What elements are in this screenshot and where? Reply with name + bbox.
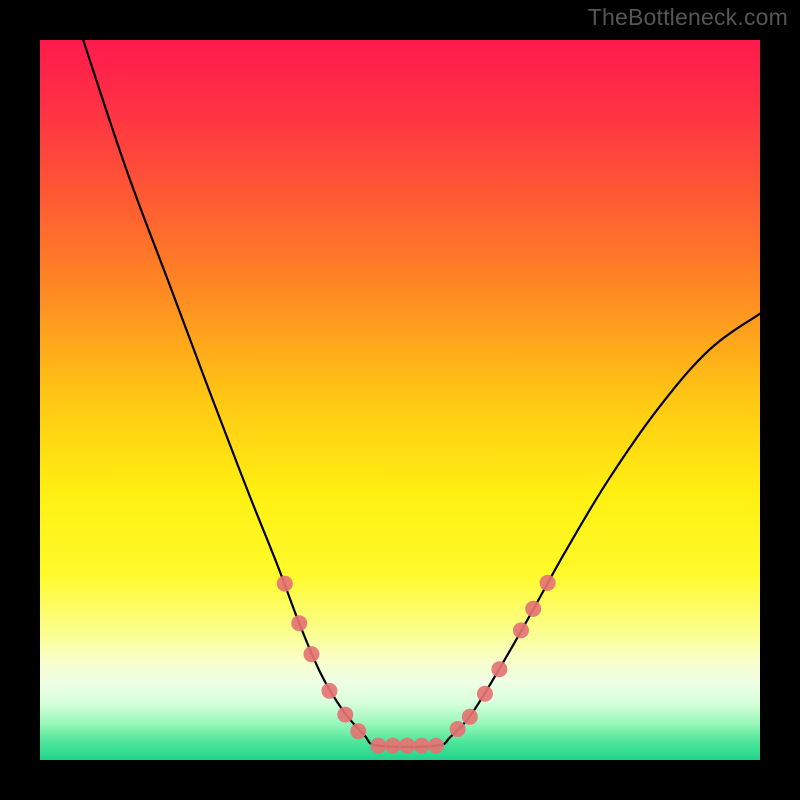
marker-point — [428, 738, 444, 754]
marker-point — [321, 683, 337, 699]
marker-point — [277, 576, 293, 592]
marker-point — [303, 646, 319, 662]
marker-point — [337, 707, 353, 723]
bottleneck-chart — [40, 40, 760, 760]
marker-point — [414, 738, 430, 754]
chart-svg — [40, 40, 760, 760]
marker-point — [540, 575, 556, 591]
marker-point — [525, 601, 541, 617]
marker-point — [385, 738, 401, 754]
stage: TheBottleneck.com — [0, 0, 800, 800]
marker-point — [370, 738, 386, 754]
marker-point — [513, 622, 529, 638]
marker-point — [350, 723, 366, 739]
marker-point — [450, 721, 466, 737]
marker-point — [462, 709, 478, 725]
marker-point — [291, 615, 307, 631]
marker-point — [477, 686, 493, 702]
watermark-text: TheBottleneck.com — [588, 4, 788, 31]
gradient-background — [40, 40, 760, 760]
marker-point — [399, 738, 415, 754]
marker-point — [491, 661, 507, 677]
